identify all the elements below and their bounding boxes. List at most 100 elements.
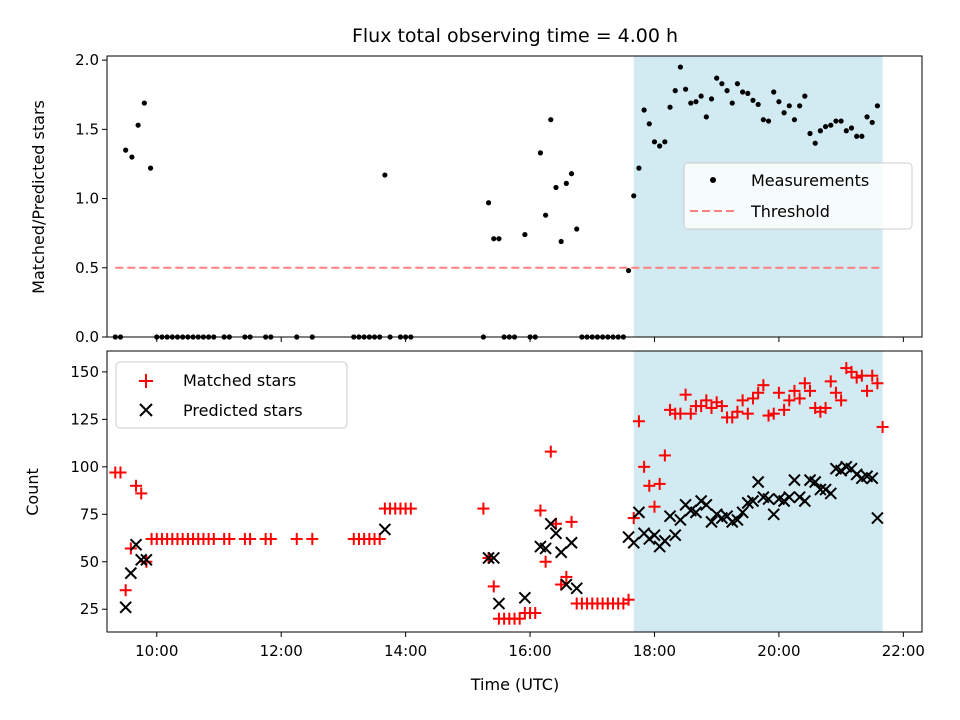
matched-star-point	[653, 477, 666, 490]
predicted-star-point	[751, 475, 765, 489]
measurement-point	[662, 139, 668, 145]
measurement-point	[843, 128, 849, 134]
measurement-point	[688, 100, 694, 106]
y-tick-label: 1.0	[75, 190, 99, 208]
y-tick-label: 125	[70, 410, 99, 428]
matched-star-point	[855, 369, 868, 382]
measurement-point	[123, 147, 129, 153]
matched-star-point	[767, 407, 780, 420]
predicted-star-point	[674, 513, 687, 527]
measurement-point	[833, 118, 839, 124]
predicted-star-point	[808, 475, 822, 489]
matched-star-point	[746, 392, 759, 405]
matched-star-point	[638, 460, 651, 473]
x-tick-label: 12:00	[260, 642, 303, 660]
matched-star-point	[736, 394, 749, 407]
matched-star-point	[762, 409, 775, 422]
ratio-y-axis-label: Matched/Predicted stars	[29, 100, 48, 294]
predicted-star-point	[736, 506, 749, 519]
predicted-star-point	[518, 591, 532, 605]
measurement-point	[859, 133, 865, 139]
matched-star-point	[700, 394, 713, 407]
measurement-point	[719, 81, 725, 87]
measurement-point	[714, 75, 720, 81]
measurement-point	[485, 200, 492, 206]
predicted-star-point	[129, 538, 143, 551]
measurement-point	[382, 172, 388, 178]
count-axes-frame	[106, 350, 923, 633]
matched-star-point	[290, 532, 303, 545]
measurement-point	[760, 117, 766, 123]
predicted-star-point	[140, 553, 153, 567]
predicted-star-point	[798, 494, 812, 508]
matched-star-point	[674, 407, 687, 420]
matched-star-point	[804, 384, 817, 397]
measurement-point	[812, 140, 818, 146]
measurement-point	[807, 130, 813, 137]
matched-star-point	[513, 612, 526, 625]
matched-star-point	[404, 502, 417, 515]
measurement-point	[822, 123, 829, 130]
measurement-point	[734, 81, 741, 87]
ratio-panel: 0.00.51.01.52.0 Matched/Predicted stars …	[29, 51, 923, 346]
matched-star-point	[741, 407, 754, 420]
predicted-star-point	[570, 582, 583, 595]
x-tick-label: 18:00	[633, 642, 676, 660]
predicted-star-point	[762, 492, 775, 506]
measurement-point	[869, 119, 875, 126]
measurement-point	[491, 236, 497, 242]
matched-star-point	[819, 401, 832, 414]
measurement-point	[755, 101, 761, 108]
matched-star-point	[726, 411, 739, 424]
predicted-star-point	[689, 506, 703, 519]
ratio-ticks: 0.0 0.5 1.0 1.5 2.0	[75, 51, 904, 346]
y-tick-label: 2.0	[75, 51, 99, 69]
matched-star-point	[648, 500, 661, 513]
matched-star-point	[824, 375, 837, 388]
matched-star-point	[783, 394, 796, 407]
predicted-star-point	[119, 601, 132, 614]
legend-predicted-marker	[139, 403, 153, 417]
count-series	[109, 362, 889, 625]
measurement-point	[745, 90, 751, 96]
y-tick-label: 150	[70, 363, 99, 381]
measurement-point	[496, 236, 502, 242]
matched-star-point	[529, 607, 542, 620]
matched-star-point	[876, 420, 889, 433]
predicted-star-point	[788, 473, 801, 487]
predicted-star-point	[663, 509, 677, 523]
matched-star-point	[866, 369, 879, 382]
measurement-point	[740, 89, 746, 95]
x-tick-label: 14:00	[384, 642, 427, 660]
measurement-point	[563, 180, 569, 186]
matched-star-point	[752, 386, 765, 399]
matched-star-point	[244, 532, 257, 545]
measurement-point	[776, 99, 782, 105]
measurement-point	[864, 114, 870, 120]
measurement-point	[636, 165, 642, 171]
legend-measurements-marker	[710, 177, 716, 183]
measurement-point	[548, 117, 554, 123]
matched-star-point	[871, 377, 884, 390]
predicted-star-point	[554, 546, 568, 559]
measurement-point	[651, 139, 658, 145]
predicted-star-point	[746, 494, 760, 508]
measurement-point	[522, 231, 528, 238]
legend-measurements-label: Measurements	[751, 171, 869, 190]
predicted-star-point	[871, 511, 884, 525]
matched-star-point	[565, 515, 578, 528]
measurement-point	[129, 154, 135, 160]
predicted-star-point	[814, 483, 827, 496]
measurement-point	[558, 238, 564, 245]
ratio-legend: Measurements Threshold	[683, 162, 913, 230]
matched-star-point	[544, 445, 557, 458]
predicted-star-point	[705, 515, 718, 529]
measurement-point	[797, 103, 803, 109]
measurement-point	[817, 128, 823, 134]
measurement-point	[135, 122, 141, 128]
measurement-point	[667, 104, 673, 110]
predicted-star-point	[731, 513, 744, 527]
measurement-point	[682, 86, 689, 92]
measurement-point	[657, 143, 663, 149]
